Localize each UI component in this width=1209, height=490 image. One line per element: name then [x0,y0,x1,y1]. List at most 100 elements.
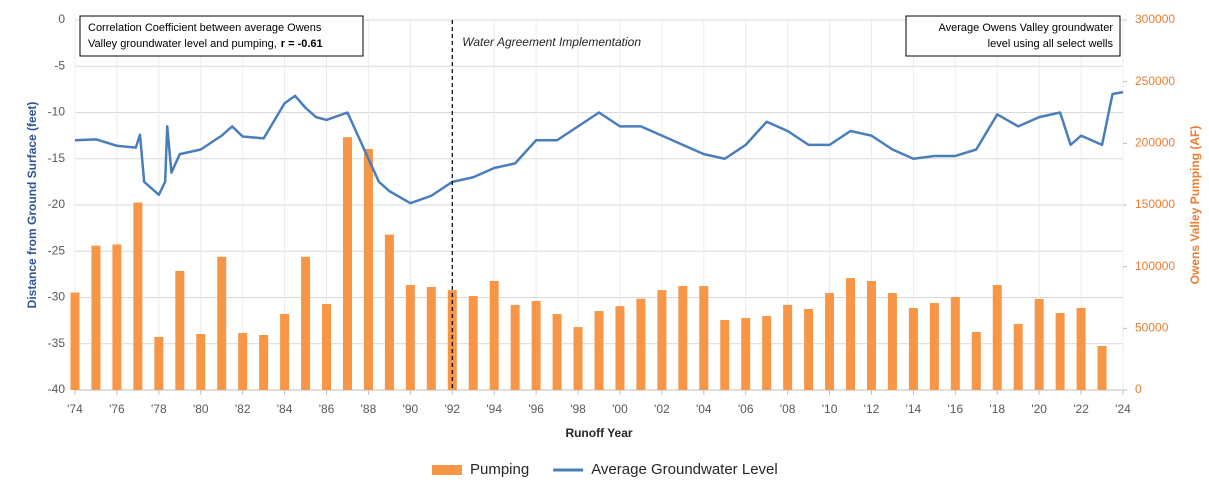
bar [175,270,185,390]
annotation-text: Correlation Coefficient between average … [88,22,322,34]
bar [91,245,101,390]
bar [342,137,352,390]
x-tick-label: '18 [989,402,1005,416]
bar [615,306,625,390]
y-tick-label: -5 [54,58,65,72]
bar [678,286,688,390]
bar [971,332,981,390]
bar [112,244,122,390]
x-tick-label: '92 [444,402,460,416]
bar [1097,345,1107,390]
y2-tick-label: 300000 [1135,12,1175,26]
x-tick-label: '90 [403,402,419,416]
bar [636,298,646,390]
x-tick-label: '88 [361,402,377,416]
bar [929,303,939,390]
x-tick-label: '22 [1073,402,1089,416]
bar [804,308,814,390]
y-tick-label: 0 [58,12,65,26]
bar [196,334,206,390]
legend-label: Average Groundwater Level [591,461,778,478]
bar [1034,298,1044,390]
y2-tick-label: 150000 [1135,197,1175,211]
annotation-box [905,15,1121,57]
bar [846,278,856,390]
bar [133,202,143,390]
bar [238,333,248,390]
bar [280,314,290,390]
bar [950,297,960,390]
bar [908,307,918,390]
bar [887,293,897,390]
x-tick-label: '24 [1115,402,1131,416]
x-tick-label: '04 [696,402,712,416]
x-tick-label: '16 [947,402,963,416]
x-axis-title: Runoff Year [565,426,632,440]
bar [594,311,604,390]
bar [657,290,667,390]
x-tick-label: '82 [235,402,251,416]
x-tick-label: '98 [570,402,586,416]
annotation-box [79,15,364,57]
bar [783,304,793,390]
x-tick-label: '10 [822,402,838,416]
bar [825,293,835,390]
legend-label: Pumping [470,461,529,478]
x-tick-label: '06 [738,402,754,416]
annotation-text: Valley groundwater level and pumping, [88,38,277,50]
bar [1013,324,1023,390]
bar [573,327,583,390]
bar [510,304,520,390]
y2-axis-title: Owens Valley Pumping (AF) [1188,126,1202,285]
bar [447,290,457,390]
y2-tick-label: 50000 [1135,321,1169,335]
bar [426,287,436,390]
line [74,90,1124,205]
bar [720,319,730,390]
y-tick-label: -35 [48,336,66,350]
bar [322,304,332,390]
y2-tick-label: 200000 [1135,136,1175,150]
x-tick-label: '96 [528,402,544,416]
agreement-label: Water Agreement Implementation [462,35,641,49]
x-tick-label: '14 [906,402,922,416]
bar [70,292,80,390]
x-tick-label: '20 [1031,402,1047,416]
bar [154,336,164,390]
bar [762,316,772,390]
bar [1055,313,1065,390]
x-tick-label: '12 [864,402,880,416]
bar [259,334,269,390]
y-tick-label: -25 [48,243,66,257]
y-axis-title: Distance from Ground Surface (feet) [25,102,39,309]
y-tick-label: -10 [48,105,66,119]
bar [1076,307,1086,390]
x-tick-label: '86 [319,402,335,416]
bar [992,285,1002,390]
annotation-text: r = -0.61 [281,38,323,50]
bar [489,280,499,390]
y-tick-label: -15 [48,151,66,165]
x-tick-label: '94 [486,402,502,416]
annotation-text: level using all select wells [988,38,1114,50]
bar [217,256,227,390]
x-tick-label: '00 [612,402,628,416]
x-tick-label: '08 [780,402,796,416]
x-tick-label: '84 [277,402,293,416]
bar [531,300,541,390]
y-tick-label: -40 [48,382,66,396]
annotation-text: Average Owens Valley groundwater [939,22,1114,34]
bar [552,314,562,390]
bar [699,286,709,390]
bar [384,234,394,390]
bar [468,296,478,390]
bar [866,280,876,390]
bar [405,285,415,390]
x-tick-label: '74 [67,402,83,416]
bar [301,256,311,390]
y2-tick-label: 100000 [1135,259,1175,273]
bar [741,317,751,390]
x-tick-label: '80 [193,402,209,416]
